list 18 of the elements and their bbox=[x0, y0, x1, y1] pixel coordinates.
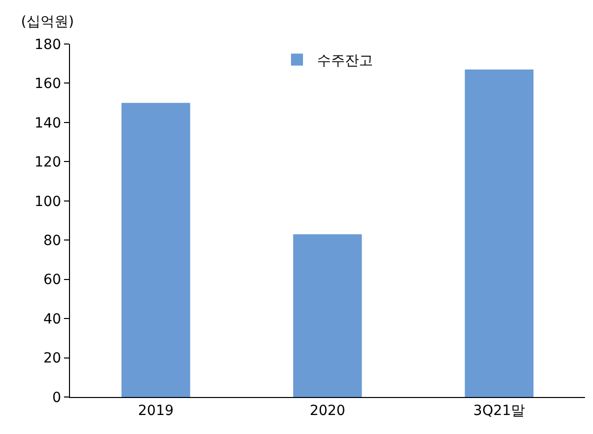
bar bbox=[464, 69, 534, 397]
y-tick-label: 160 bbox=[34, 76, 62, 92]
y-tick-label: 100 bbox=[34, 194, 62, 210]
y-axis-title: (십억원) bbox=[21, 14, 74, 30]
y-tick-label: 120 bbox=[34, 154, 62, 171]
x-tick-label: 2020 bbox=[310, 402, 346, 419]
y-tick-label: 80 bbox=[43, 233, 62, 250]
y-tick-label: 40 bbox=[43, 311, 62, 328]
y-tick-label: 180 bbox=[34, 36, 62, 53]
bar bbox=[122, 102, 190, 397]
x-tick-label: 3Q21말 bbox=[473, 402, 526, 419]
bar bbox=[293, 234, 362, 397]
y-tick-label: 20 bbox=[43, 350, 62, 367]
legend-label: 수주잔고 bbox=[317, 53, 373, 70]
y-tick-label: 140 bbox=[34, 115, 62, 132]
x-tick-label: 2019 bbox=[138, 402, 174, 419]
y-tick-label: 60 bbox=[43, 272, 62, 288]
y-tick-label: 0 bbox=[52, 390, 62, 406]
